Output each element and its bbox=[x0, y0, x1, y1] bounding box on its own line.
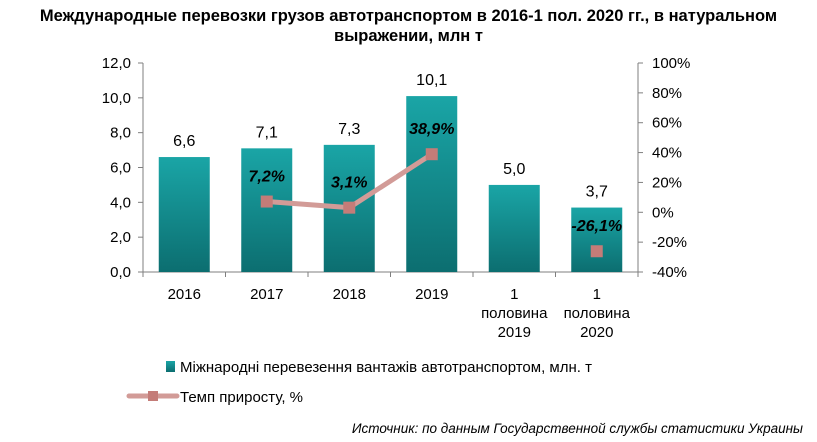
left-tick-label: 10,0 bbox=[102, 90, 131, 107]
bar bbox=[158, 157, 210, 272]
legend-line-marker bbox=[148, 391, 158, 401]
data-labels: 6,6 7,1 7,3 10,1 5,0 3,7 7,2% 3,1% 38,9% -26,1% bbox=[173, 72, 622, 235]
growth-value-label: 7,2% bbox=[249, 169, 285, 186]
growth-value-label: 38,9% bbox=[409, 121, 454, 138]
right-tick-label: -20% bbox=[652, 234, 687, 251]
left-tick-label: 8,0 bbox=[110, 125, 131, 142]
bar-value-label: 3,7 bbox=[586, 184, 608, 201]
bar-value-label: 5,0 bbox=[503, 161, 525, 178]
bar-value-label: 7,1 bbox=[256, 124, 278, 141]
bar bbox=[406, 96, 458, 272]
right-tick-label: 100% bbox=[652, 55, 690, 72]
bar bbox=[488, 184, 540, 272]
axes: 0,0 2,0 4,0 6,0 8,0 10,0 12,0 -40% -20% 0% 20% 40% 6… bbox=[102, 55, 691, 341]
bar-value-label: 10,1 bbox=[416, 72, 447, 89]
right-tick-label: 0% bbox=[652, 204, 674, 221]
bar-value-label: 7,3 bbox=[338, 121, 360, 138]
right-tick-label: 40% bbox=[652, 145, 682, 162]
left-tick-label: 2,0 bbox=[110, 229, 131, 246]
source-note: Источник: по данным Государственной служ… bbox=[351, 421, 803, 436]
left-tick-label: 0,0 bbox=[110, 264, 131, 281]
growth-value-label: 3,1% bbox=[331, 175, 367, 192]
x-tick-label: 2019 bbox=[415, 286, 448, 303]
right-tick-label: 60% bbox=[652, 115, 682, 132]
growth-marker bbox=[425, 148, 438, 161]
growth-value-label: -26,1% bbox=[571, 218, 622, 235]
left-tick-label: 12,0 bbox=[102, 55, 131, 72]
x-tick-label: 2018 bbox=[333, 286, 366, 303]
chart-title-line2: выражении, млн т bbox=[334, 27, 483, 45]
legend: Міжнародні перевезення вантажів автотран… bbox=[126, 359, 592, 406]
growth-marker bbox=[343, 201, 356, 214]
right-tick-label: 20% bbox=[652, 174, 682, 191]
line-series bbox=[260, 148, 603, 258]
bar-series bbox=[158, 96, 623, 272]
chart-title-line1: Международные перевозки грузов автотранс… bbox=[39, 7, 778, 25]
x-tick-label: 2016 bbox=[168, 286, 201, 303]
chart-title: Международные перевозки грузов автотранс… bbox=[0, 6, 817, 46]
right-tick-label: 80% bbox=[652, 85, 682, 102]
legend-bar-swatch bbox=[166, 361, 175, 372]
left-tick-label: 4,0 bbox=[110, 194, 131, 211]
legend-bar-label: Міжнародні перевезення вантажів автотран… bbox=[180, 359, 592, 376]
right-tick-label: -40% bbox=[652, 264, 687, 281]
x-tick-label: 2017 bbox=[250, 286, 283, 303]
x-tick-label: 1 половина 2019 bbox=[481, 286, 548, 341]
bar-value-label: 6,6 bbox=[173, 133, 195, 150]
bar bbox=[241, 148, 293, 272]
bar bbox=[571, 207, 623, 272]
growth-marker bbox=[260, 195, 273, 208]
left-tick-label: 6,0 bbox=[110, 160, 131, 177]
growth-marker bbox=[590, 245, 603, 258]
legend-line-label: Темп приросту, % bbox=[180, 389, 303, 406]
x-tick-label: 1 половина 2020 bbox=[564, 286, 631, 341]
